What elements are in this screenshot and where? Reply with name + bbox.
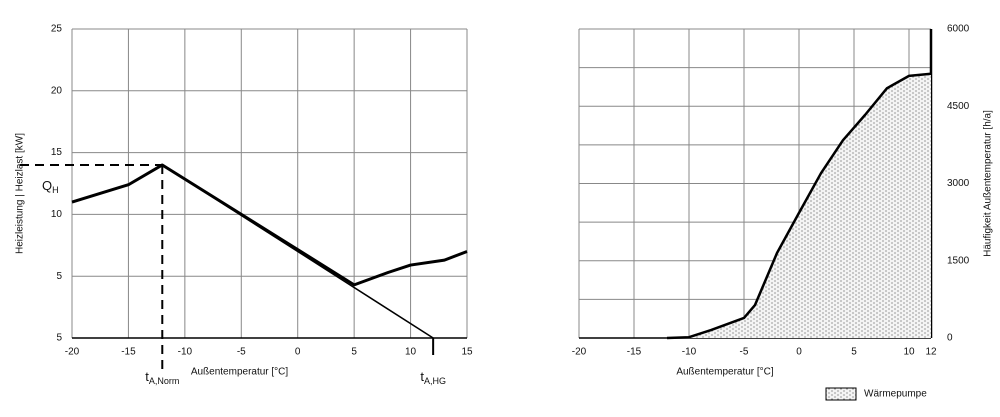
legend-swatch bbox=[825, 387, 857, 401]
x-tick-label: -5 bbox=[237, 347, 246, 358]
line bbox=[666, 72, 932, 340]
annotation-sub: A,HG bbox=[424, 376, 446, 386]
annotation: QH bbox=[42, 178, 59, 195]
y-tick-label: 25 bbox=[51, 24, 63, 35]
x-tick-label: 0 bbox=[295, 347, 301, 358]
legend-label: Wärmepumpe bbox=[864, 389, 927, 400]
x-tick-label: -20 bbox=[65, 347, 80, 358]
y-tick-label: 6000 bbox=[947, 24, 970, 35]
area bbox=[667, 73, 931, 339]
x-tick-label: 10 bbox=[405, 347, 417, 358]
annotation-main: t bbox=[420, 369, 424, 384]
y-tick-label: 4500 bbox=[947, 101, 970, 112]
x-tick-label: -10 bbox=[682, 347, 697, 358]
x-tick-label: 15 bbox=[461, 347, 473, 358]
line bbox=[161, 164, 434, 339]
y-tick-label: 5 bbox=[56, 271, 62, 282]
x-axis-title: Außentemperatur [°C] bbox=[191, 367, 289, 378]
y-tick-label: 15 bbox=[51, 147, 63, 158]
x-tick-label: -15 bbox=[121, 347, 136, 358]
x-tick-label: 12 bbox=[925, 347, 937, 358]
y-axis-title: Heizleistung | Heizlast [kW] bbox=[15, 133, 26, 254]
x-tick-label: 10 bbox=[903, 347, 915, 358]
annotation-main: Q bbox=[42, 178, 52, 193]
x-tick-label: -15 bbox=[627, 347, 642, 358]
y2-axis-title: Häufigkeit Außentemperatur [h/a] bbox=[983, 110, 994, 257]
annotation: tA,HG bbox=[420, 369, 446, 386]
y-tick-label: 3000 bbox=[947, 178, 970, 189]
annotation-main: t bbox=[145, 369, 149, 384]
x-tick-label: 5 bbox=[351, 347, 357, 358]
annotation-sub: A,Norm bbox=[149, 376, 180, 386]
x-tick-label: 0 bbox=[796, 347, 802, 358]
y-tick-label: 0 bbox=[947, 333, 953, 344]
line bbox=[71, 163, 468, 287]
x-axis-title: Außentemperatur [°C] bbox=[676, 367, 774, 378]
y-tick-label: 10 bbox=[51, 209, 63, 220]
x-tick-label: -20 bbox=[572, 347, 587, 358]
annotation: tA,Norm bbox=[145, 369, 179, 386]
x-tick-label: 5 bbox=[851, 347, 857, 358]
x-tick-label: -5 bbox=[740, 347, 749, 358]
annotation-sub: H bbox=[52, 185, 59, 195]
y-tick-label: 20 bbox=[51, 85, 63, 96]
y-tick-label: 5 bbox=[56, 333, 62, 344]
y-tick-label: 1500 bbox=[947, 255, 970, 266]
x-tick-label: -10 bbox=[178, 347, 193, 358]
